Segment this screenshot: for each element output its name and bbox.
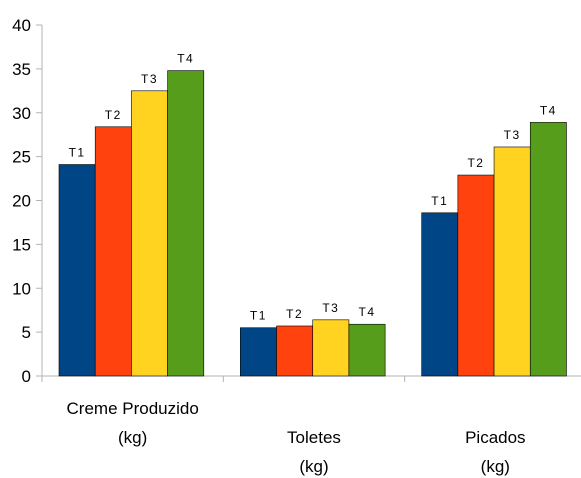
x-category-label: (kg): [118, 428, 147, 447]
bar-t4: [348, 323, 386, 377]
bar-t2: [457, 174, 495, 377]
data-label: T4: [177, 52, 194, 66]
data-label: T1: [431, 194, 448, 208]
y-tick-label: 5: [22, 323, 31, 342]
bar-t2: [276, 325, 314, 377]
bar-t4: [167, 70, 205, 377]
data-label: T2: [105, 108, 122, 122]
data-label: T1: [250, 309, 267, 323]
data-label: T2: [286, 307, 303, 321]
data-label: T1: [69, 146, 86, 160]
chart-bars: [58, 70, 567, 377]
y-tick-label: 15: [12, 235, 31, 254]
bar-t4: [529, 122, 567, 377]
y-tick-label: 40: [12, 16, 31, 35]
x-category-label: Toletes: [287, 428, 341, 447]
y-tick-label: 20: [12, 192, 31, 211]
chart-labels: Creme Produzido (kg) Toletes (kg) Picados (kg…: [67, 52, 557, 476]
y-tick-label: 0: [22, 367, 31, 386]
x-category-label: (kg): [481, 457, 510, 476]
bar-t1: [58, 164, 96, 377]
bar-t1: [421, 212, 459, 377]
bar-t3: [312, 319, 350, 377]
bar-t1: [240, 327, 277, 377]
bar-t2: [94, 126, 132, 377]
data-label: T4: [540, 103, 557, 117]
x-category-label: Picados: [465, 428, 525, 447]
data-label: T4: [359, 305, 376, 319]
y-tick-label: 35: [12, 60, 31, 79]
data-label: T2: [467, 156, 484, 170]
data-label: T3: [322, 301, 339, 315]
y-tick-label: 25: [12, 148, 31, 167]
y-tick-label: 30: [12, 104, 31, 123]
x-category-label: Creme Produzido: [67, 399, 199, 418]
bar-t3: [131, 90, 168, 377]
data-label: T3: [504, 128, 521, 142]
y-tick-label: 10: [12, 279, 31, 298]
data-label: T3: [141, 72, 158, 86]
x-category-label: (kg): [299, 457, 328, 476]
bar-t3: [493, 146, 531, 377]
